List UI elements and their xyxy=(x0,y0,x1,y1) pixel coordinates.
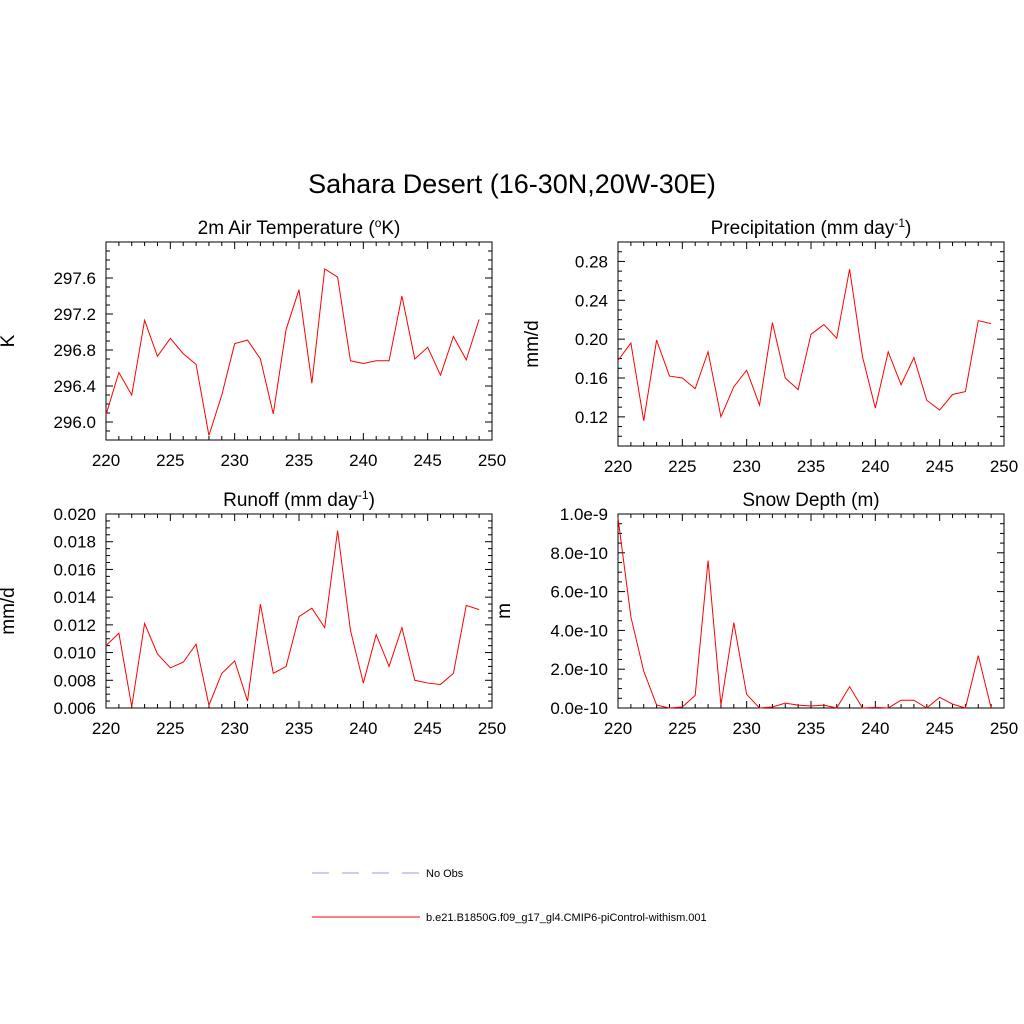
x-tick-label: 225 xyxy=(156,719,184,738)
y-tick-label: 0.24 xyxy=(575,291,608,310)
x-tick-label: 245 xyxy=(925,719,953,738)
x-tick-label: 220 xyxy=(604,719,632,738)
y-axis-label: m xyxy=(494,603,515,619)
y-axis-label: mm/d xyxy=(522,320,543,368)
panel-title-text-after: ) xyxy=(905,218,911,239)
x-tick-label: 235 xyxy=(285,451,313,470)
y-tick-label: 0.016 xyxy=(53,560,96,579)
x-tick-label: 225 xyxy=(668,457,696,476)
x-tick-label: 220 xyxy=(604,457,632,476)
x-tick-label: 225 xyxy=(668,719,696,738)
y-tick-label: 0.006 xyxy=(53,699,96,718)
y-tick-label: 0.010 xyxy=(53,644,96,663)
panel-title-text-after: K) xyxy=(381,218,400,239)
plot-frame xyxy=(105,513,493,709)
plot-frame xyxy=(105,241,493,441)
x-tick-label: 245 xyxy=(925,457,953,476)
legend-label: No Obs xyxy=(426,868,464,880)
x-tick-label: 240 xyxy=(349,451,377,470)
x-tick-label: 230 xyxy=(220,451,248,470)
y-tick-label: 0.0e-10 xyxy=(550,699,608,718)
series-line xyxy=(105,268,480,436)
legend-entry: b.e21.B1850G.f09_g17_gl4.CMIP6-piControl… xyxy=(312,912,707,924)
x-tick-label: 225 xyxy=(156,451,184,470)
panel-title: Snow Depth (m) xyxy=(742,490,879,511)
series-line xyxy=(617,269,992,421)
x-tick-label: 250 xyxy=(990,457,1018,476)
x-tick-label: 230 xyxy=(732,719,760,738)
series-line xyxy=(617,517,992,709)
x-tick-label: 250 xyxy=(478,451,506,470)
y-tick-label: 0.018 xyxy=(53,533,96,552)
panel-title-text: Snow Depth (m) xyxy=(742,490,879,511)
panel-title-superscript: -1 xyxy=(358,488,369,502)
x-tick-label: 245 xyxy=(413,451,441,470)
y-tick-label: 0.008 xyxy=(53,671,96,690)
panel-2: Precipitation (mm day-1) 220 225 230 235 240 2… xyxy=(522,216,1018,476)
y-tick-label: 8.0e-10 xyxy=(550,544,608,563)
panel-title-text-after: ) xyxy=(369,490,375,511)
y-tick-label: 297.2 xyxy=(53,305,96,324)
panels: 2m Air Temperature (oK)220 225 230 235 240 24… xyxy=(0,216,1018,738)
y-tick-label: 4.0e-10 xyxy=(550,621,608,640)
x-tick-label: 220 xyxy=(92,451,120,470)
y-tick-label: 0.28 xyxy=(575,252,608,271)
y-tick-label: 296.0 xyxy=(53,413,96,432)
figure-title: Sahara Desert (16-30N,20W-30E) xyxy=(308,169,716,199)
y-tick-label: 296.8 xyxy=(53,341,96,360)
series-line xyxy=(105,530,480,707)
x-tick-label: 235 xyxy=(797,719,825,738)
legend-entry: No Obs xyxy=(312,868,464,880)
y-tick-label: 0.020 xyxy=(53,505,96,524)
y-tick-label: 0.012 xyxy=(53,616,96,635)
y-tick-label: 0.16 xyxy=(575,369,608,388)
y-tick-label: 1.0e-9 xyxy=(560,505,608,524)
plot-frame xyxy=(617,241,1005,447)
y-tick-label: 296.4 xyxy=(53,377,96,396)
panel-3: Runoff (mm day-1) 220 225 230 235 240 245 250 0.… xyxy=(0,488,506,738)
y-tick-label: 2.0e-10 xyxy=(550,660,608,679)
y-tick-label: 0.12 xyxy=(575,408,608,427)
y-tick-label: 297.6 xyxy=(53,269,96,288)
panel-1: 2m Air Temperature (oK) 220 225 230 235 240 24… xyxy=(0,216,506,470)
panel-title-superscript: o xyxy=(375,216,382,230)
x-tick-label: 235 xyxy=(797,457,825,476)
x-tick-label: 250 xyxy=(478,719,506,738)
panel-title: 2m Air Temperature (oK) xyxy=(198,216,401,239)
y-tick-label: 0.20 xyxy=(575,330,608,349)
x-tick-label: 240 xyxy=(861,457,889,476)
y-tick-label: 0.014 xyxy=(53,588,96,607)
x-tick-label: 230 xyxy=(732,457,760,476)
y-axis-label: K xyxy=(0,334,19,347)
plot-frame xyxy=(617,513,1005,709)
x-tick-label: 240 xyxy=(349,719,377,738)
x-tick-label: 250 xyxy=(990,719,1018,738)
x-tick-label: 230 xyxy=(220,719,248,738)
x-tick-label: 245 xyxy=(413,719,441,738)
panel-title-text: Precipitation (mm day xyxy=(711,218,895,239)
legend-label: b.e21.B1850G.f09_g17_gl4.CMIP6-piControl… xyxy=(426,912,707,924)
panel-title-text: 2m Air Temperature ( xyxy=(198,218,376,239)
y-tick-label: 6.0e-10 xyxy=(550,583,608,602)
legend: No Obs b.e21.B1850G.f09_g17_gl4.CMIP6-piC… xyxy=(312,868,707,924)
panel-4: Snow Depth (m) 220 225 230 235 240 245 250 0.0e-… xyxy=(494,490,1018,738)
panel-title: Precipitation (mm day-1) xyxy=(711,216,912,239)
panel-title-superscript: -1 xyxy=(894,216,905,230)
panel-title-text: Runoff (mm day xyxy=(223,490,358,511)
y-axis-label: mm/d xyxy=(0,587,19,635)
panel-title: Runoff (mm day-1) xyxy=(223,488,375,511)
x-tick-label: 220 xyxy=(92,719,120,738)
x-tick-label: 240 xyxy=(861,719,889,738)
x-tick-label: 235 xyxy=(285,719,313,738)
